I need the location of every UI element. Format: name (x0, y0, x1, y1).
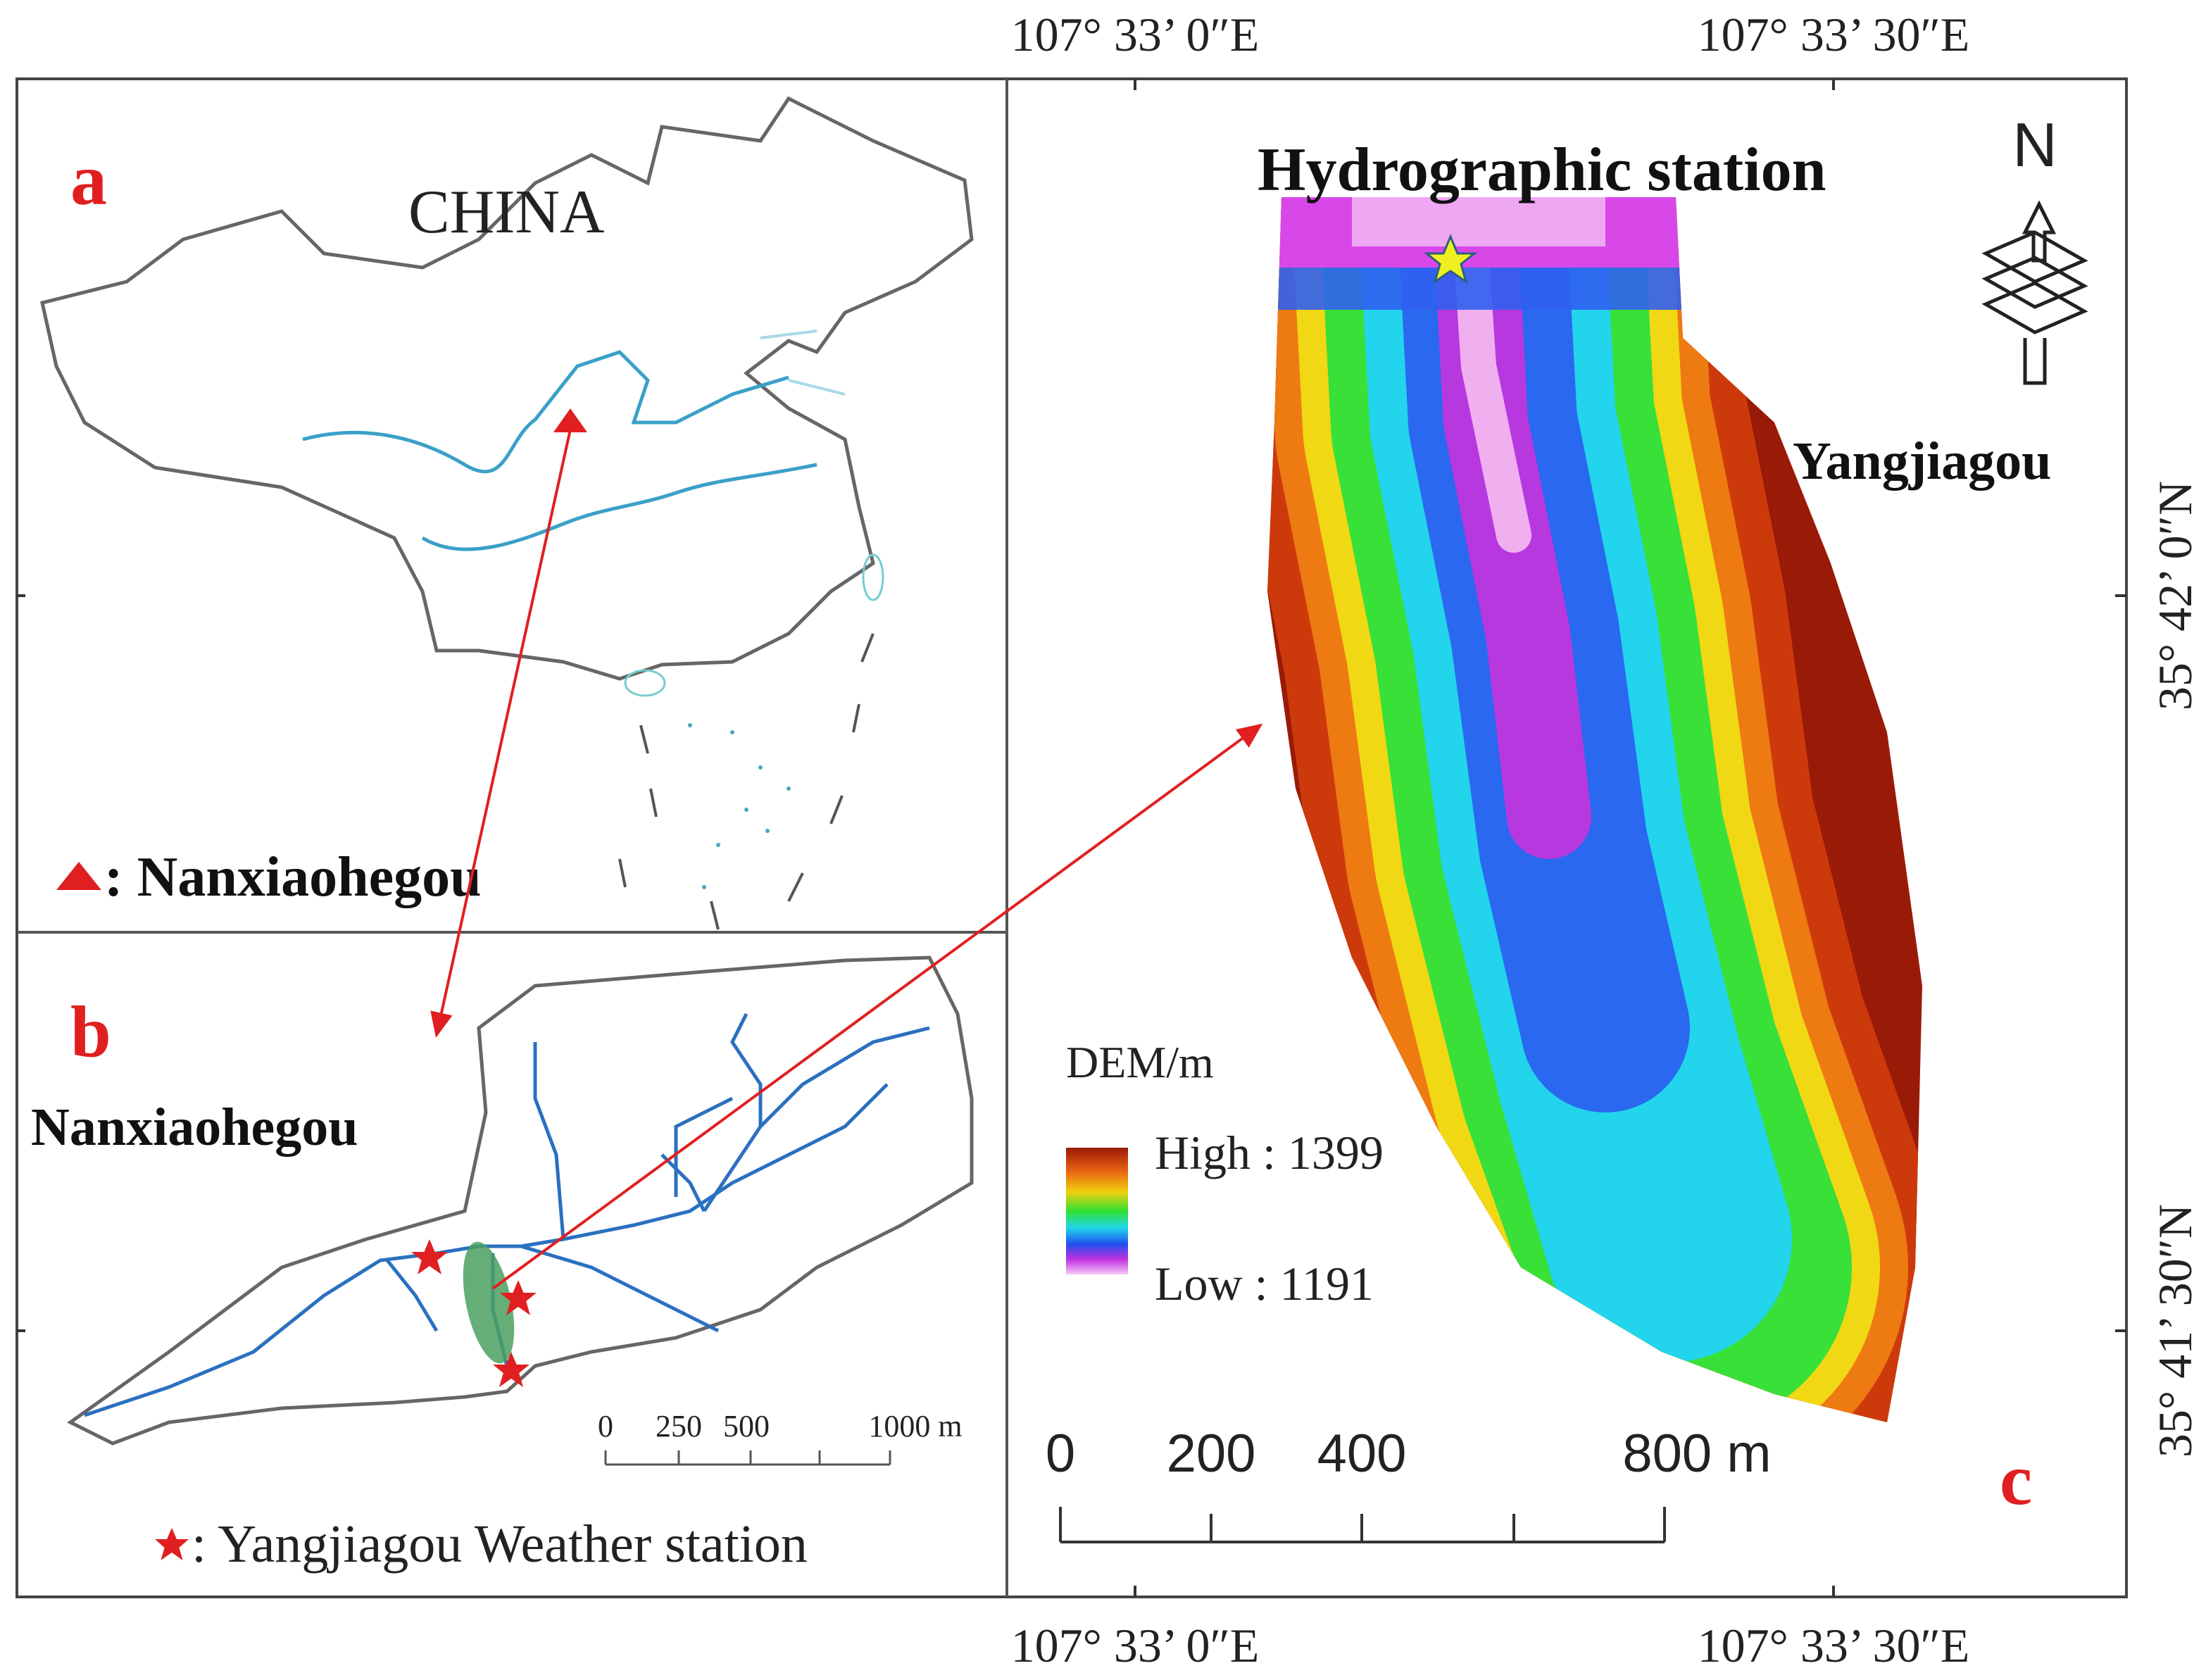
site-marker (553, 408, 587, 432)
legend-low: Low : 1191 (1155, 1257, 1374, 1310)
country-label: CHINA (408, 178, 605, 246)
coord-label: 107° 33’ 0″E (1011, 8, 1260, 61)
coord-label: 107° 33’ 0″E (1011, 1619, 1260, 1672)
north-arrow (1981, 200, 2088, 385)
coord-label: 35° 41’ 30″N (2148, 1204, 2202, 1458)
link-arrow (430, 429, 572, 1038)
scale-label: 500 (723, 1409, 770, 1443)
legend-high: High : 1399 (1155, 1126, 1384, 1179)
legend-title: DEM/m (1066, 1037, 1214, 1087)
panel-label: a (70, 139, 107, 220)
catchment-outline (67, 955, 974, 1446)
coord-label: 107° 33’ 30″E (1698, 8, 1970, 61)
panel-label: b (70, 991, 111, 1072)
scale-label: 1000 m (868, 1409, 962, 1443)
north-label: N (2012, 110, 2057, 180)
river (760, 330, 846, 396)
scale-bar (604, 1450, 891, 1466)
scale-label: 400 (1317, 1424, 1407, 1484)
legend-text: : Yangjiagou Weather station (192, 1515, 808, 1574)
color-ramp (1066, 1148, 1128, 1274)
streams (84, 1013, 930, 1417)
catchment-name: Yangjiagou (1793, 432, 2051, 491)
legend-symbol (56, 862, 101, 890)
panel-label: c (2000, 1439, 2032, 1520)
catchment-name: Nanxiaohegou (31, 1098, 358, 1157)
coord-label: 35° 42’ 0″N (2148, 481, 2202, 710)
frame-ticks (17, 79, 2126, 1597)
china-outline (40, 96, 974, 681)
hainan (624, 669, 666, 697)
scale-label: 250 (656, 1409, 702, 1443)
yellow-river (302, 350, 789, 474)
yangtze-river (421, 463, 817, 551)
frame (15, 77, 2128, 1598)
study-area (463, 1241, 515, 1364)
station-label: Hydrographic station (1258, 136, 1826, 204)
scale-label: 0 (1046, 1424, 1075, 1484)
nine-dash-line (618, 633, 875, 930)
dem (1267, 197, 1922, 1422)
legend-symbol (155, 1528, 189, 1560)
legend-text: : Nanxiaohegou (104, 846, 482, 908)
taiwan (862, 553, 884, 601)
coord-label: 107° 33’ 30″E (1698, 1619, 1970, 1672)
weather-stations (411, 1239, 537, 1387)
hydrographic-station (1423, 234, 1478, 284)
islands (688, 723, 791, 889)
scale-label: 800 m (1622, 1424, 1771, 1484)
scale-label: 0 (598, 1409, 613, 1443)
scale-bar (1059, 1507, 1666, 1543)
scale-label: 200 (1167, 1424, 1256, 1484)
link-arrow (491, 723, 1263, 1290)
